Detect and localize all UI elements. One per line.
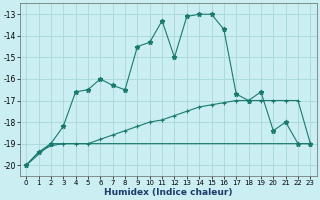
X-axis label: Humidex (Indice chaleur): Humidex (Indice chaleur) [104,188,233,197]
